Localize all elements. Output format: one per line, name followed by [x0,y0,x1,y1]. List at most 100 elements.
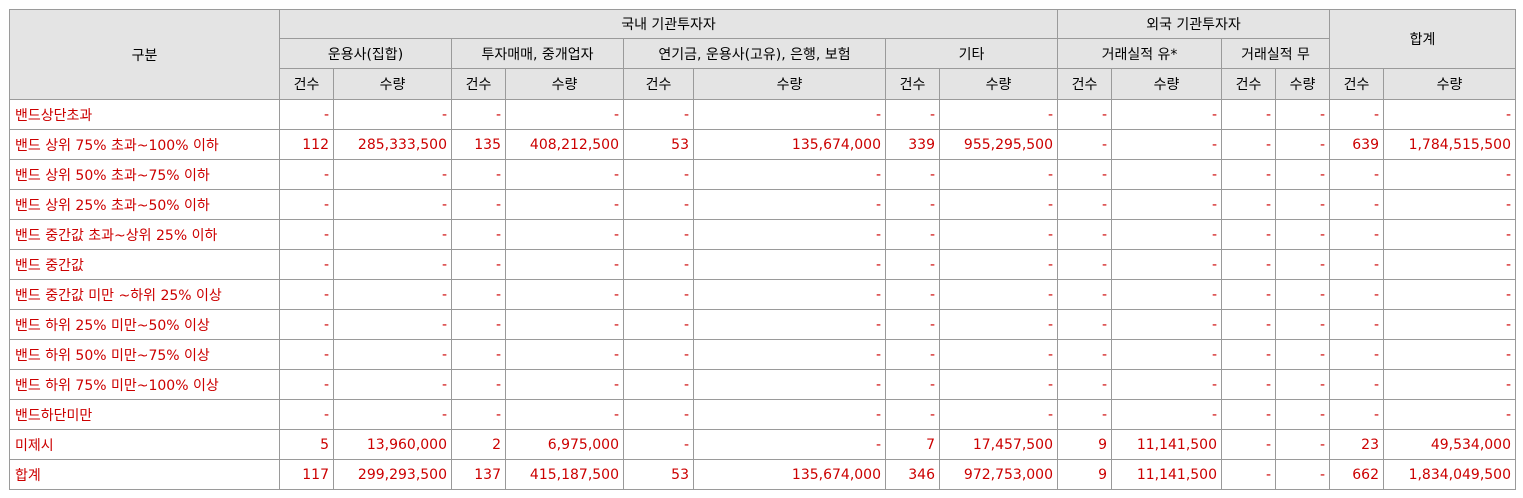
quantity-cell: - [333,339,452,370]
quantity-cell: 135,674,000 [693,129,886,160]
quantity-cell: - [505,309,624,340]
quantity-cell: - [1111,159,1222,190]
row-label: 밴드 중간값 [9,249,280,280]
count-cell: 9 [1057,429,1112,460]
quantity-cell: - [333,99,452,130]
quantity-cell: - [505,369,624,400]
count-cell: - [885,189,940,220]
quantity-cell: - [939,99,1058,130]
count-cell: - [1221,99,1276,130]
quantity-cell: - [1383,279,1516,310]
quantity-cell: - [1111,99,1222,130]
quantity-cell: - [1383,99,1516,130]
count-cell: - [1057,99,1112,130]
count-cell: - [1221,159,1276,190]
table-container: 구분 국내 기관투자자 외국 기관투자자 합계 운용사(집합) 투자매매, 중개… [9,9,1516,490]
quantity-cell: 972,753,000 [939,459,1058,490]
count-cell: - [1057,129,1112,160]
quantity-column-header: 수량 [939,68,1058,100]
count-cell: - [1221,339,1276,370]
row-label: 밴드 하위 25% 미만~50% 이상 [9,309,280,340]
quantity-cell: - [505,159,624,190]
count-cell: - [623,279,694,310]
count-cell: - [451,249,506,280]
table-row: 밴드하단미만 - - - - - - - - - - - - - - [9,399,1516,430]
quantity-cell: - [1111,399,1222,430]
quantity-cell: - [693,399,886,430]
quantity-cell: 6,975,000 [505,429,624,460]
quantity-cell: - [693,279,886,310]
count-column-header: 건수 [1329,68,1384,100]
quantity-cell: - [1111,279,1222,310]
count-column-header: 건수 [451,68,506,100]
table-row: 밴드 중간값 초과~상위 25% 이하 - - - - - - - - - - - - - - [9,219,1516,250]
quantity-cell: - [1383,159,1516,190]
count-column-header: 건수 [1057,68,1112,100]
quantity-cell: - [333,369,452,400]
count-cell: - [451,219,506,250]
table-row: 밴드 중간값 미만 ~하위 25% 이상 - - - - - - - - - - - - - - [9,279,1516,310]
count-cell: 5 [279,429,334,460]
count-cell: 23 [1329,429,1384,460]
count-cell: - [279,339,334,370]
count-cell: - [1221,369,1276,400]
quantity-cell: - [693,309,886,340]
quantity-cell: 135,674,000 [693,459,886,490]
quantity-cell: - [1275,189,1330,220]
quantity-cell: - [693,219,886,250]
count-cell: - [623,429,694,460]
quantity-cell: - [693,189,886,220]
count-cell: - [451,279,506,310]
quantity-column-header: 수량 [505,68,624,100]
quantity-cell: - [1111,309,1222,340]
quantity-cell: 285,333,500 [333,129,452,160]
count-cell: - [279,189,334,220]
count-cell: - [885,279,940,310]
quantity-cell: - [1111,249,1222,280]
count-cell: - [885,369,940,400]
quantity-cell: 955,295,500 [939,129,1058,160]
table-row: 밴드 상위 75% 초과~100% 이하 112 285,333,500 135 408… [9,129,1516,160]
quantity-cell: - [1275,99,1330,130]
count-cell: - [1057,369,1112,400]
table-row: 밴드상단초과 - - - - - - - - - - - - - - [9,99,1516,130]
quantity-cell: - [939,399,1058,430]
count-cell: - [1057,249,1112,280]
count-cell: 662 [1329,459,1384,490]
quantity-cell: - [939,369,1058,400]
count-cell: - [1329,309,1384,340]
count-cell: - [1329,369,1384,400]
category-header: 구분 [9,9,280,100]
quantity-cell: 1,784,515,500 [1383,129,1516,160]
count-cell: 53 [623,459,694,490]
count-cell: - [1057,279,1112,310]
quantity-column-header: 수량 [333,68,452,100]
quantity-cell: 11,141,500 [1111,459,1222,490]
table-row: 밴드 상위 50% 초과~75% 이하 - - - - - - - - - - - - - - [9,159,1516,190]
count-cell: - [885,249,940,280]
quantity-cell: - [1275,339,1330,370]
quantity-cell: - [1275,429,1330,460]
table-row: 미제시 5 13,960,000 2 6,975,000- -7 17,457,500 9 11… [9,429,1516,460]
count-cell: - [279,159,334,190]
table-row: 합계 117 299,293,500 137 415,187,500 53 135,674,… [9,459,1516,490]
count-cell: - [451,99,506,130]
count-cell: - [623,369,694,400]
row-label: 밴드 중간값 초과~상위 25% 이하 [9,219,280,250]
quantity-cell: - [333,189,452,220]
quantity-cell: - [1383,369,1516,400]
count-column-header: 건수 [623,68,694,100]
quantity-cell: - [505,339,624,370]
pension-header: 연기금, 운용사(고유), 은행, 보험 [623,38,886,69]
broker-header: 투자매매, 중개업자 [451,38,624,69]
quantity-cell: - [1383,339,1516,370]
count-cell: - [279,219,334,250]
quantity-column-header: 수량 [1111,68,1222,100]
count-cell: - [451,189,506,220]
count-cell: 117 [279,459,334,490]
count-cell: 135 [451,129,506,160]
quantity-cell: - [939,159,1058,190]
row-label: 미제시 [9,429,280,460]
quantity-cell: - [505,279,624,310]
count-cell: - [885,219,940,250]
